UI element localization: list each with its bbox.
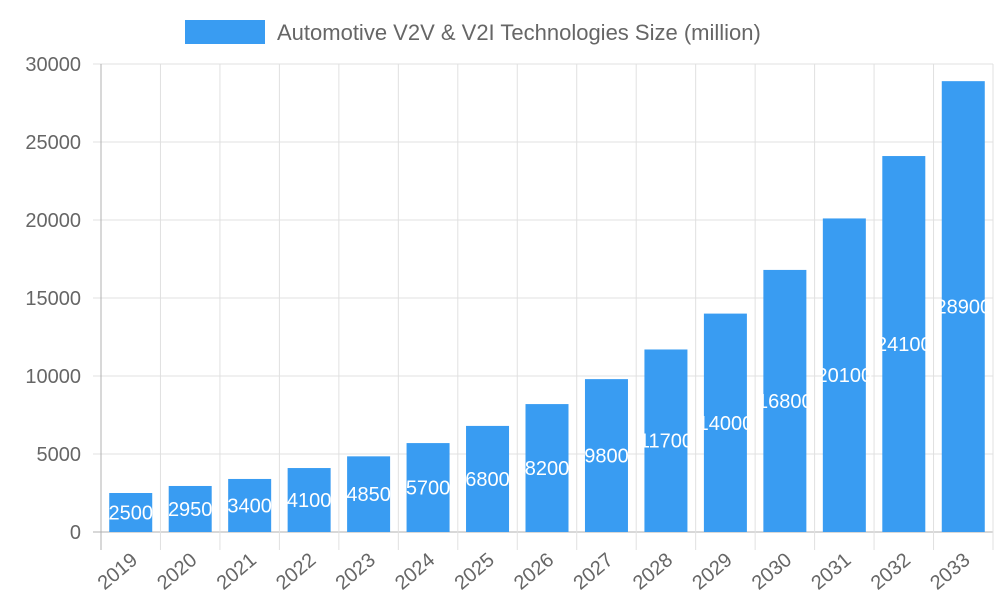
bar-2033[interactable] (941, 81, 985, 532)
data-label-2031: 20100 (817, 365, 873, 387)
y-tick-label: 30000 (25, 54, 81, 76)
x-tick-label: 2029 (688, 549, 736, 594)
bar-2022[interactable] (287, 468, 331, 532)
x-tick-label: 2033 (926, 549, 974, 594)
data-label-2027: 9800 (584, 446, 629, 468)
legend[interactable]: Automotive V2V & V2I Technologies Size (… (185, 20, 761, 45)
y-tick-label: 0 (70, 522, 81, 544)
bar-2031[interactable] (822, 218, 866, 532)
y-tick-label: 15000 (25, 288, 81, 310)
x-tick-label: 2025 (451, 549, 499, 594)
data-label-2029: 14000 (698, 413, 754, 435)
bar-2024[interactable] (406, 443, 450, 532)
bar-2027[interactable] (584, 379, 628, 532)
data-label-2028: 11700 (639, 431, 693, 453)
bar-2032[interactable] (882, 156, 926, 533)
bar-2030[interactable] (763, 269, 807, 532)
data-label-2021: 3400 (227, 495, 272, 517)
legend-label: Automotive V2V & V2I Technologies Size (… (277, 20, 761, 45)
x-tick-label: 2030 (748, 549, 796, 594)
data-label-2032: 24100 (876, 334, 932, 356)
x-tick-label: 2026 (510, 549, 558, 594)
bars: 2500 2950 3400 4100 4850 5700 6800 8200 9800 1170… (108, 81, 991, 533)
data-label-2019: 2500 (108, 503, 153, 525)
data-label-2033: 28900 (935, 297, 991, 319)
x-tick-label: 2020 (153, 549, 201, 594)
bar-2028[interactable] (644, 349, 688, 532)
bar-2029[interactable] (703, 313, 747, 532)
bar-2020[interactable] (168, 485, 212, 532)
bar-2023[interactable] (347, 456, 391, 532)
data-label-2025: 6800 (465, 469, 510, 491)
x-tick-label: 2028 (629, 549, 677, 594)
y-tick-label: 5000 (37, 444, 82, 466)
x-tick-label: 2021 (213, 549, 261, 594)
x-tick-label: 2027 (569, 549, 617, 594)
data-label-2030: 16800 (757, 391, 813, 413)
grid (93, 63, 994, 550)
legend-swatch (185, 20, 265, 44)
x-tick-label: 2032 (867, 549, 915, 594)
x-tick-label: 2023 (332, 549, 380, 594)
x-tick-label: 2019 (94, 549, 142, 594)
bar-2021[interactable] (228, 478, 272, 532)
x-tick-label: 2031 (807, 549, 855, 594)
data-label-2023: 4850 (346, 484, 391, 506)
data-label-2022: 4100 (287, 490, 332, 512)
y-tick-label: 10000 (25, 366, 81, 388)
data-label-2020: 2950 (168, 499, 213, 521)
y-tick-label: 20000 (25, 210, 81, 232)
bar-2025[interactable] (466, 425, 510, 532)
y-tick-label: 25000 (25, 132, 81, 154)
data-label-2026: 8200 (525, 458, 570, 480)
x-tick-label: 2024 (391, 549, 439, 594)
data-label-2024: 5700 (406, 478, 451, 500)
bar-2026[interactable] (525, 404, 569, 532)
bar-2019[interactable] (109, 493, 153, 532)
x-tick-label: 2022 (272, 549, 320, 594)
